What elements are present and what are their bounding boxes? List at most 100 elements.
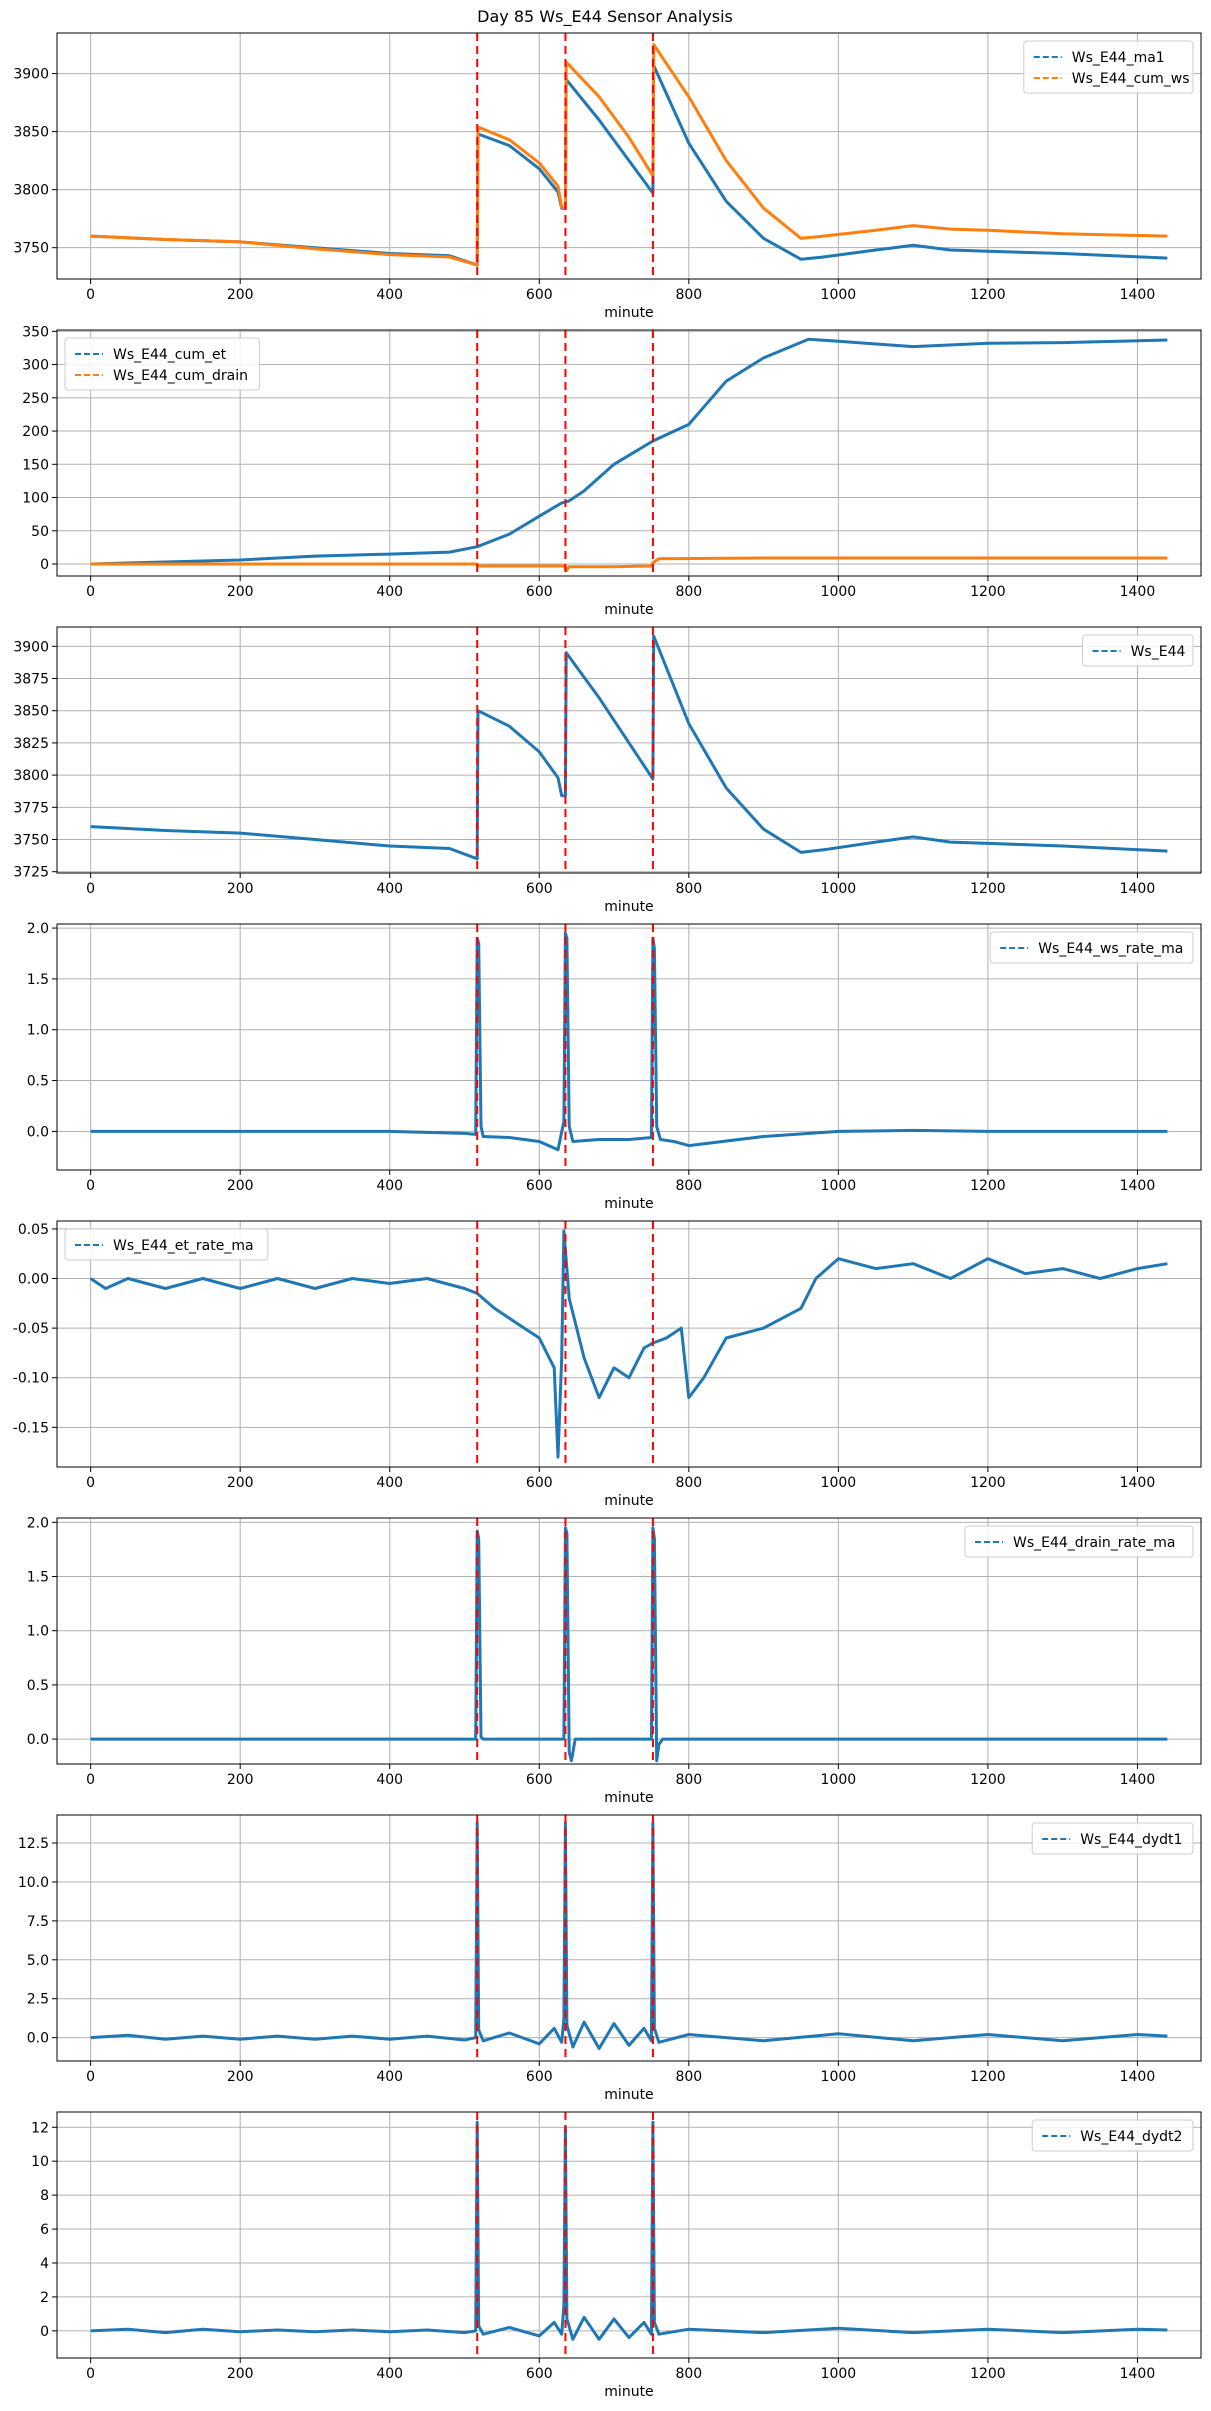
x-tick-label: 1200 bbox=[970, 584, 1006, 600]
x-tick-label: 0 bbox=[86, 1772, 95, 1788]
legend-box bbox=[1082, 634, 1194, 667]
x-tick-label: 800 bbox=[675, 287, 702, 303]
axes-frame bbox=[56, 923, 1202, 1171]
x-axis-label: minute bbox=[604, 305, 653, 321]
y-tick-label: 7.5 bbox=[27, 1914, 49, 1930]
grid bbox=[57, 330, 1201, 576]
axes-frame bbox=[56, 1517, 1202, 1765]
x-tick-label: 1200 bbox=[970, 287, 1006, 303]
y-tick-label: 3850 bbox=[13, 125, 49, 141]
subplot-5: 0 200 400 600 800 1000 1200 1400 -0.15 -0.10 -0.05… bbox=[13, 1220, 1202, 1509]
y-tick-label: 200 bbox=[22, 424, 49, 440]
y-tick-label: 5.0 bbox=[27, 1953, 49, 1969]
x-tick-label: 1200 bbox=[970, 2069, 1006, 2085]
plot-area bbox=[90, 33, 1168, 279]
x-tick-label: 1200 bbox=[970, 2366, 1006, 2382]
y-tick-label: 12.5 bbox=[18, 1836, 49, 1852]
y-tick-label: 50 bbox=[31, 524, 49, 540]
axes-frame bbox=[56, 329, 1202, 577]
x-tick-label: 1000 bbox=[821, 2069, 857, 2085]
y-tick-label: 0.0 bbox=[27, 1124, 49, 1140]
y-tick-label: 250 bbox=[22, 391, 49, 407]
x-axis-label: minute bbox=[604, 602, 653, 618]
figure-title: Day 85 Ws_E44 Sensor Analysis bbox=[477, 7, 733, 27]
legend: Ws_E44_dydt1 bbox=[1031, 1822, 1194, 1855]
axes-frame bbox=[56, 1814, 1202, 2062]
y-tick-label: 8 bbox=[40, 2188, 49, 2204]
y-tick-label: 3750 bbox=[13, 241, 49, 257]
x-tick-label: 200 bbox=[227, 1475, 254, 1491]
x-tick-label: 200 bbox=[227, 1178, 254, 1194]
x-tick-label: 600 bbox=[526, 1772, 553, 1788]
y-tick-label: 2.0 bbox=[27, 1515, 49, 1531]
x-tick-label: 600 bbox=[526, 1178, 553, 1194]
grid bbox=[57, 1221, 1201, 1467]
y-tick-label: 4 bbox=[40, 2256, 49, 2272]
subplot-2: 0 200 400 600 800 1000 1200 1400 0 50 100 150 200 250… bbox=[22, 324, 1202, 618]
axes-frame bbox=[56, 32, 1202, 280]
plot-area bbox=[90, 924, 1168, 1170]
y-tick-label: 100 bbox=[22, 491, 49, 507]
x-tick-label: 400 bbox=[376, 287, 403, 303]
subplot-6: 0 200 400 600 800 1000 1200 1400 0.0 0.5 1.0 1.5 2.0… bbox=[27, 1515, 1202, 1806]
y-tick-label: 10 bbox=[31, 2154, 49, 2170]
legend-box bbox=[964, 1525, 1194, 1558]
legend-box bbox=[1031, 1822, 1194, 1855]
x-tick-label: 1400 bbox=[1120, 2069, 1156, 2085]
series-line-Ws_E44_cum_ws bbox=[90, 43, 1168, 267]
y-tick-label: 3800 bbox=[13, 768, 49, 784]
x-tick-label: 400 bbox=[376, 1178, 403, 1194]
x-tick-label: 200 bbox=[227, 287, 254, 303]
x-tick-label: 1200 bbox=[970, 1772, 1006, 1788]
legend-label: Ws_E44_et_rate_ma bbox=[113, 1238, 254, 1254]
x-axis-label: minute bbox=[604, 1196, 653, 1212]
legend-label: Ws_E44_cum_ws bbox=[1072, 71, 1190, 87]
y-tick-label: 0 bbox=[40, 2324, 49, 2340]
y-tick-label: 300 bbox=[22, 358, 49, 374]
subplot-3: 0 200 400 600 800 1000 1200 1400 3725 3750 3775 380… bbox=[13, 626, 1202, 915]
x-tick-label: 800 bbox=[675, 1178, 702, 1194]
axes-frame bbox=[56, 1220, 1202, 1468]
x-tick-label: 600 bbox=[526, 2069, 553, 2085]
legend-box bbox=[1023, 40, 1194, 94]
x-tick-label: 800 bbox=[675, 2069, 702, 2085]
y-tick-label: -0.10 bbox=[13, 1371, 49, 1387]
y-tick-label: 0.05 bbox=[18, 1222, 49, 1238]
y-tick-label: 0.5 bbox=[27, 1074, 49, 1090]
legend: Ws_E44_drain_rate_ma bbox=[964, 1525, 1194, 1558]
legend-label: Ws_E44_cum_et bbox=[113, 347, 227, 363]
y-tick-label: 0.00 bbox=[18, 1272, 49, 1288]
y-tick-label: 2 bbox=[40, 2290, 49, 2306]
y-tick-label: -0.05 bbox=[13, 1321, 49, 1337]
grid bbox=[57, 2112, 1201, 2358]
x-tick-label: 1000 bbox=[821, 287, 857, 303]
x-tick-label: 1000 bbox=[821, 2366, 857, 2382]
x-tick-label: 0 bbox=[86, 2069, 95, 2085]
legend-label: Ws_E44 bbox=[1131, 644, 1186, 660]
x-tick-label: 800 bbox=[675, 2366, 702, 2382]
y-tick-label: 0.0 bbox=[27, 1732, 49, 1748]
x-tick-label: 1000 bbox=[821, 584, 857, 600]
x-tick-label: 600 bbox=[526, 2366, 553, 2382]
plot-area bbox=[90, 627, 1168, 873]
x-tick-label: 600 bbox=[526, 287, 553, 303]
x-axis-label: minute bbox=[604, 2384, 653, 2400]
x-tick-label: 1000 bbox=[821, 881, 857, 897]
x-tick-label: 1400 bbox=[1120, 1475, 1156, 1491]
x-tick-label: 200 bbox=[227, 881, 254, 897]
y-tick-label: 3900 bbox=[13, 67, 49, 83]
legend: Ws_E44_ws_rate_ma bbox=[989, 931, 1194, 964]
legend-label: Ws_E44_ws_rate_ma bbox=[1038, 941, 1183, 957]
legend: Ws_E44_dydt2 bbox=[1031, 2119, 1194, 2152]
legend-box bbox=[989, 931, 1194, 964]
x-tick-label: 0 bbox=[86, 584, 95, 600]
series-line-Ws_E44_ws_rate_ma bbox=[90, 931, 1168, 1152]
y-tick-label: 2.0 bbox=[27, 921, 49, 937]
x-tick-label: 0 bbox=[86, 2366, 95, 2382]
x-tick-label: 600 bbox=[526, 584, 553, 600]
plot-area bbox=[90, 1815, 1168, 2061]
y-tick-label: 1.5 bbox=[27, 972, 49, 988]
x-tick-label: 400 bbox=[376, 584, 403, 600]
legend-box bbox=[1031, 2119, 1194, 2152]
